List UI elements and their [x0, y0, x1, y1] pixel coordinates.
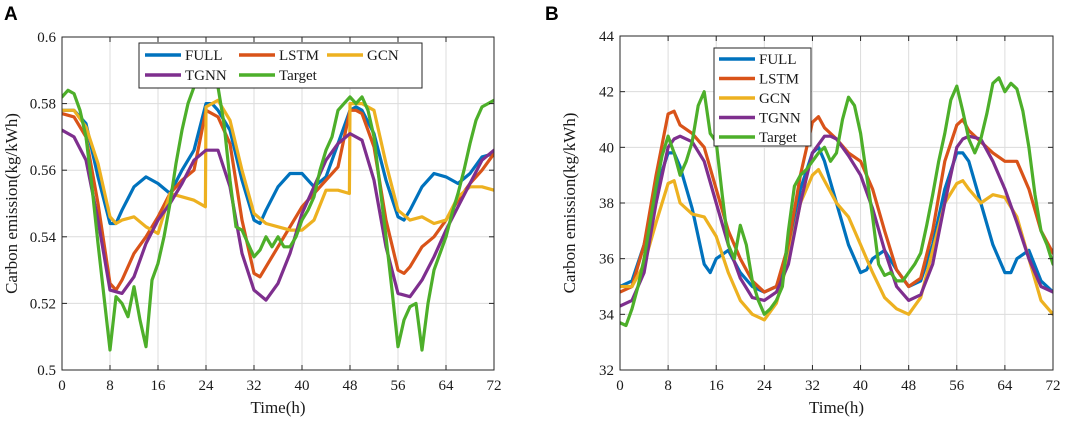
panel-a-letter: A [4, 4, 18, 25]
series-line-tgnn [620, 134, 1053, 308]
legend-label-target: Target [279, 68, 318, 84]
y-tick-label: 0.54 [30, 230, 57, 246]
legend-label-tgnn: TGNN [185, 68, 227, 84]
x-tick-label: 48 [343, 378, 358, 394]
x-tick-label: 72 [487, 378, 502, 394]
x-tick-label: 0 [58, 378, 66, 394]
x-axis-label: Time(h) [250, 398, 305, 417]
series-group [62, 75, 494, 352]
series-line-full [62, 102, 494, 226]
x-tick-label: 32 [247, 378, 262, 394]
x-tick-label: 8 [106, 378, 114, 394]
y-tick-label: 0.56 [30, 163, 57, 179]
y-tick-label: 40 [599, 140, 614, 156]
y-tick-label: 42 [599, 85, 614, 101]
y-tick-label: 32 [599, 363, 614, 379]
legend-label-tgnn: TGNN [759, 111, 801, 127]
x-tick-label: 48 [901, 378, 916, 394]
series-line-gcn [62, 98, 494, 236]
y-tick-label: 0.52 [30, 296, 56, 312]
x-tick-label: 56 [391, 378, 407, 394]
series-line-gcn [620, 168, 1053, 322]
y-tick-label: 34 [599, 307, 615, 323]
chart-panel-a: 0 8 16 24 32 40 48 56 64 72 0.5 0.52 0.54 0.56 0.58 0.6… [2, 30, 502, 417]
legend: FULL LSTM GCN TGNN Target [138, 42, 423, 89]
legend-label-lstm: LSTM [759, 72, 799, 88]
plot-area [62, 37, 494, 370]
legend-label-gcn: GCN [759, 91, 791, 107]
legend-label-full: FULL [759, 52, 797, 68]
x-tick-label: 24 [757, 378, 773, 394]
y-tick-label: 0.5 [37, 363, 56, 379]
series-line-target [620, 76, 1053, 328]
legend-label-lstm: LSTM [279, 48, 319, 64]
x-tick-label: 8 [664, 378, 672, 394]
series-line-lstm [62, 108, 494, 292]
x-tick-label: 72 [1046, 378, 1061, 394]
y-tick-label: 38 [599, 196, 614, 212]
series-group [620, 76, 1053, 328]
x-tick-label: 32 [805, 378, 820, 394]
x-tick-label: 56 [949, 378, 965, 394]
y-tick-label: 0.58 [30, 97, 56, 113]
x-tick-label: 16 [709, 378, 725, 394]
legend-box [138, 42, 423, 89]
x-tick-label: 64 [439, 378, 455, 394]
y-axis-label: Carbon emission(kg/kWh) [2, 113, 21, 294]
y-tick-label: 0.6 [37, 30, 56, 46]
x-tick-label: 24 [199, 378, 215, 394]
y-tick-label: 44 [599, 29, 615, 45]
x-axis-label: Time(h) [809, 398, 864, 417]
axes-frame [61, 36, 495, 371]
x-tick-label: 0 [616, 378, 624, 394]
legend-label-gcn: GCN [367, 48, 399, 64]
chart-panel-b: 0 8 16 24 32 40 48 56 64 72 32 34 36 38 40 42 44 Time(h) C… [560, 29, 1061, 417]
panel-b-letter: B [545, 4, 559, 25]
x-tick-label: 40 [853, 378, 868, 394]
y-axis-label: Carbon emission(kg/kWh) [560, 113, 579, 294]
series-line-target [62, 75, 494, 352]
legend-label-full: FULL [185, 48, 223, 64]
x-tick-label: 64 [997, 378, 1013, 394]
y-tick-label: 36 [599, 252, 615, 268]
x-tick-label: 16 [151, 378, 167, 394]
legend: FULL LSTM GCN TGNN Target [713, 47, 812, 147]
series-line-tgnn [62, 128, 494, 302]
legend-label-target: Target [759, 130, 798, 146]
x-tick-label: 40 [295, 378, 310, 394]
